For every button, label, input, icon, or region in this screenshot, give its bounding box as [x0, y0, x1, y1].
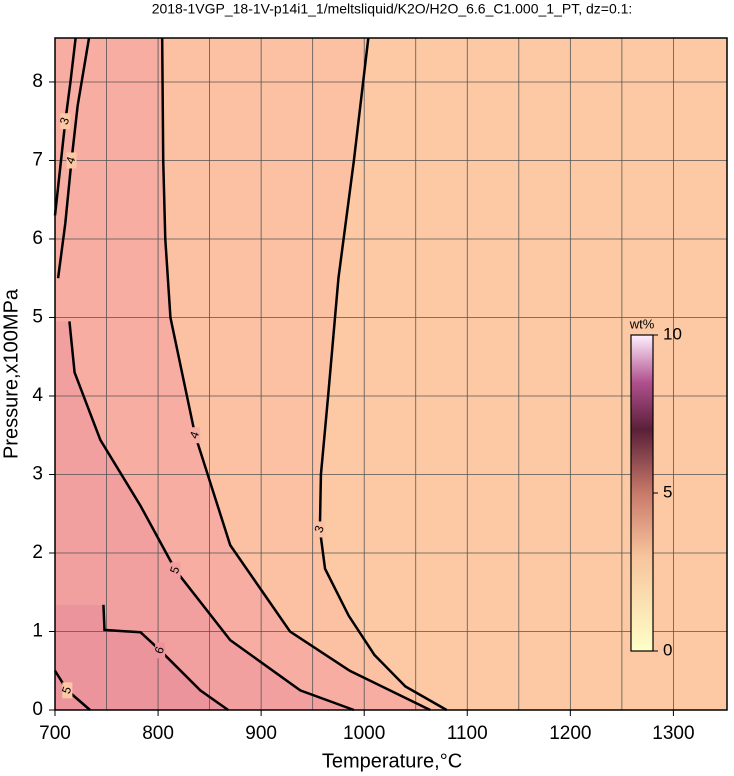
y-tick-label: 6	[32, 228, 43, 249]
colorbar	[630, 334, 654, 652]
x-axis-label: Temperature,°C	[322, 750, 462, 772]
x-tick-label: 1000	[343, 723, 385, 744]
contour-label: 5	[59, 684, 75, 695]
contour-label: 6	[152, 644, 168, 655]
contour-label: 4	[63, 154, 79, 165]
y-tick-label: 5	[32, 306, 43, 327]
y-tick-label: 4	[32, 385, 43, 406]
plot-frame	[54, 37, 728, 711]
contour-label-bg	[62, 682, 73, 699]
x-tick-label: 800	[142, 723, 174, 744]
x-tick-label: 1300	[652, 723, 694, 744]
y-tick-label: 1	[32, 621, 43, 642]
contour-label: 5	[167, 564, 183, 575]
x-tick-label: 1200	[549, 723, 591, 744]
contour-label-bg	[60, 113, 71, 130]
colorbar-label: wt%	[629, 316, 655, 331]
contour-label-bg	[66, 152, 77, 169]
y-tick-label: 0	[32, 699, 43, 720]
colorbar-tick-label: 10	[663, 324, 682, 343]
y-tick-label: 7	[32, 149, 43, 170]
x-tick-label: 700	[39, 723, 71, 744]
contour-label: 3	[57, 115, 73, 126]
contour-label-bg	[190, 427, 201, 444]
chart-title: 2018-1VGP_18-1V-p14i1_1/meltsliquid/K2O/…	[152, 1, 633, 17]
y-tick-label: 2	[32, 542, 43, 563]
y-axis-label: Pressure,x100MPa	[0, 288, 22, 459]
contour-label: 3	[311, 523, 327, 534]
contour-label-bg	[155, 642, 166, 659]
colorbar-tick-label: 0	[663, 640, 672, 659]
colorbar-tick-label: 5	[663, 482, 672, 501]
y-tick-label: 3	[32, 464, 43, 485]
x-tick-label: 1100	[447, 723, 488, 744]
y-tick-label: 8	[32, 71, 43, 92]
contour-label: 4	[187, 429, 203, 440]
contour-line	[68, 321, 355, 712]
contour-label-bg	[170, 562, 181, 579]
contour-label-bg	[314, 521, 325, 538]
x-tick-label: 900	[245, 723, 277, 744]
contour-line	[102, 604, 229, 712]
contour-fill	[55, 321, 354, 710]
